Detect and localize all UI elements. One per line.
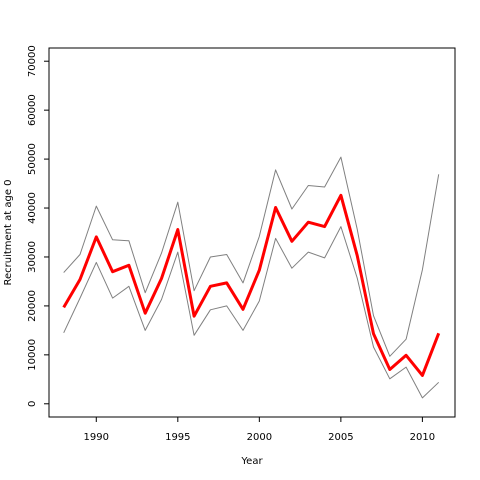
x-axis: 1990 1995 2000 2005 2010 bbox=[84, 417, 435, 443]
x-tick-label: 2005 bbox=[328, 432, 353, 443]
plot-area-frame bbox=[48, 47, 456, 418]
series-line-bound-0 bbox=[63, 156, 440, 357]
y-tick-label: 50000 bbox=[27, 143, 38, 175]
y-axis: 0 10000 20000 30000 40000 50000 60000 70000 bbox=[27, 45, 49, 407]
x-tick-label: 1995 bbox=[165, 432, 190, 443]
series-line-estimate bbox=[62, 193, 441, 377]
y-tick-label: 40000 bbox=[27, 192, 38, 224]
y-tick-label: 70000 bbox=[27, 45, 38, 77]
series-layer bbox=[62, 156, 441, 399]
y-tick-label: 0 bbox=[27, 401, 38, 407]
y-axis-title: Recruitment at age 0 bbox=[3, 179, 14, 285]
y-tick-label: 20000 bbox=[27, 290, 38, 322]
x-axis-title: Year bbox=[240, 456, 263, 467]
y-tick-label: 60000 bbox=[27, 94, 38, 126]
y-tick-label: 10000 bbox=[27, 339, 38, 371]
x-tick-label: 2010 bbox=[410, 432, 435, 443]
y-tick-label: 30000 bbox=[27, 241, 38, 273]
x-tick-label: 1990 bbox=[84, 432, 109, 443]
series-line-bound-2 bbox=[63, 226, 440, 399]
x-tick-label: 2000 bbox=[247, 432, 272, 443]
